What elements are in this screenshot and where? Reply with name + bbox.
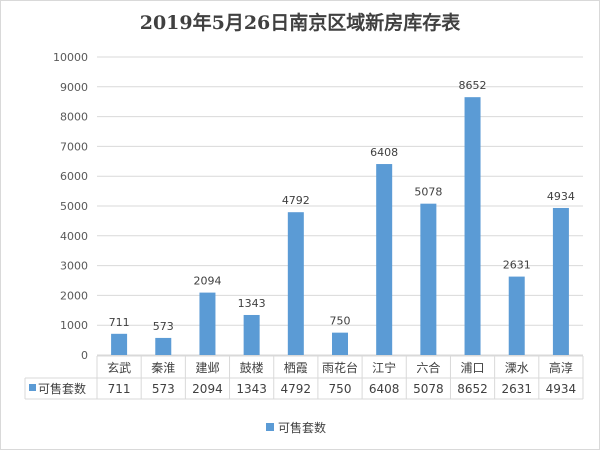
- table-value: 1343: [236, 382, 267, 396]
- category-label: 栖霞: [284, 360, 308, 375]
- data-label: 711: [109, 316, 130, 329]
- bar-浦口: [464, 97, 481, 355]
- bar-玄武: [111, 333, 128, 355]
- category-label: 秦淮: [151, 361, 175, 375]
- y-tick-label: 3000: [60, 260, 88, 273]
- data-label: 4792: [282, 194, 310, 207]
- data-label: 8652: [459, 79, 487, 92]
- bar-高淳: [552, 207, 569, 355]
- category-label: 建邺: [195, 361, 219, 375]
- y-tick-label: 6000: [60, 170, 88, 183]
- category-label: 江宁: [372, 360, 396, 375]
- table-value: 4792: [281, 382, 312, 396]
- bar-栖霞: [287, 212, 304, 355]
- table-value: 8652: [457, 382, 488, 396]
- data-label: 5078: [414, 186, 442, 199]
- bar-江宁: [376, 164, 393, 355]
- category-label: 溧水: [505, 361, 529, 375]
- data-label: 750: [330, 315, 351, 328]
- table-value: 5078: [413, 382, 444, 396]
- table-value: 2631: [501, 382, 532, 396]
- chart-title: 2019年5月26日南京区域新房库存表: [140, 11, 462, 34]
- y-tick-label: 8000: [60, 111, 88, 124]
- table-value: 2094: [192, 382, 223, 396]
- category-label: 六合: [416, 360, 440, 375]
- legend-label: 可售套数: [278, 420, 326, 435]
- data-label: 2094: [193, 275, 221, 288]
- bar-六合: [420, 203, 437, 355]
- table-value: 711: [108, 382, 131, 396]
- y-tick-label: 0: [81, 349, 88, 362]
- legend-key: [266, 423, 274, 431]
- table-value: 573: [152, 382, 175, 396]
- bar-建邺: [199, 292, 216, 355]
- table-series-name: 可售套数: [38, 381, 86, 396]
- y-tick-label: 4000: [60, 230, 88, 243]
- bar-秦淮: [155, 337, 172, 355]
- category-label: 雨花台: [322, 360, 358, 375]
- data-label: 573: [153, 320, 174, 333]
- data-label: 6408: [370, 146, 398, 159]
- y-tick-label: 9000: [60, 81, 88, 94]
- category-label: 鼓楼: [240, 360, 264, 375]
- bar-雨花台: [332, 332, 348, 355]
- table-value: 750: [329, 382, 352, 396]
- table-value: 6408: [369, 382, 400, 396]
- bar-溧水: [508, 276, 525, 355]
- category-label: 高淳: [549, 360, 573, 375]
- data-label: 4934: [547, 190, 575, 203]
- data-label: 1343: [238, 297, 266, 310]
- table-value: 4934: [546, 382, 577, 396]
- y-tick-label: 7000: [60, 140, 88, 153]
- y-tick-label: 10000: [53, 51, 88, 64]
- category-label: 玄武: [107, 360, 131, 375]
- y-tick-label: 2000: [60, 289, 88, 302]
- y-tick-label: 1000: [60, 319, 88, 332]
- data-label: 2631: [503, 259, 531, 272]
- y-tick-label: 5000: [60, 200, 88, 213]
- table-legend-key: [29, 384, 36, 391]
- bar-鼓楼: [243, 314, 260, 355]
- category-label: 浦口: [461, 361, 485, 375]
